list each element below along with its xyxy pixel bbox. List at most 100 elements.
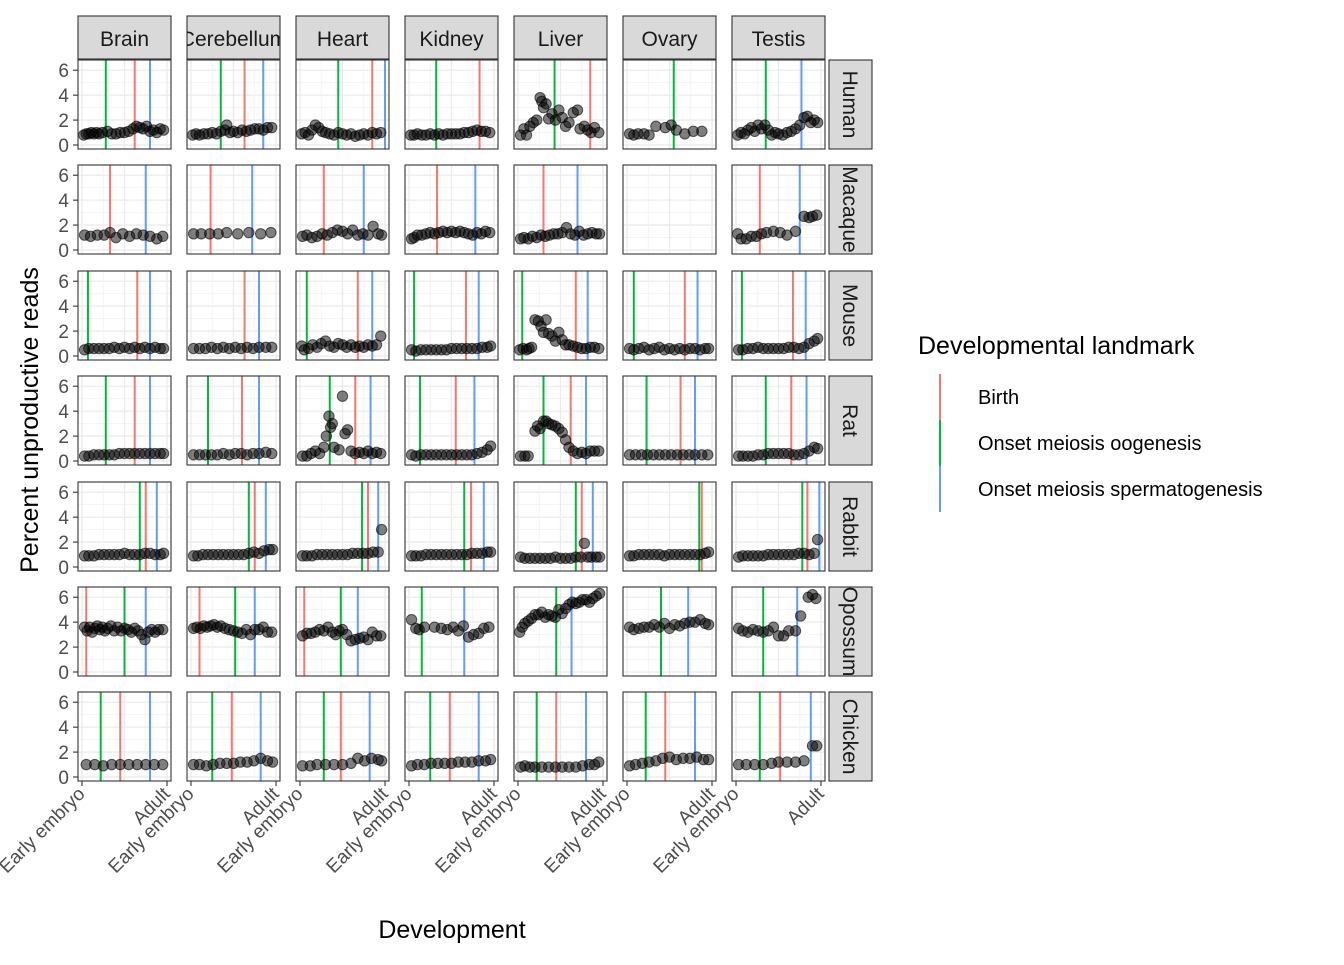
points-group bbox=[405, 613, 495, 643]
legend-entry-birth: Birth bbox=[939, 374, 1019, 420]
strip-top-ovary: Ovary bbox=[622, 15, 717, 60]
x-tick-label: Adult bbox=[783, 783, 829, 829]
panel-chicken-ovary bbox=[622, 691, 717, 782]
data-point bbox=[375, 755, 388, 767]
strip-text-clip: Mouse bbox=[838, 284, 861, 347]
points-group bbox=[623, 119, 708, 141]
y-tick-label: 0 bbox=[58, 241, 69, 262]
points-group bbox=[78, 547, 170, 562]
y-tick-label: 6 bbox=[58, 166, 69, 187]
strip-right-rabbit: Rabbit bbox=[828, 481, 873, 572]
data-point bbox=[811, 442, 824, 455]
points-group bbox=[187, 543, 279, 562]
data-point bbox=[221, 226, 233, 239]
data-point bbox=[593, 551, 606, 563]
panel-border bbox=[404, 586, 499, 677]
y-tick-label: 6 bbox=[58, 483, 69, 504]
points-group bbox=[732, 441, 824, 462]
legend-entry-label: Onset meiosis oogenesis bbox=[978, 433, 1201, 455]
strip-label: Human bbox=[838, 71, 861, 139]
strip-background bbox=[186, 15, 281, 60]
data-point bbox=[375, 523, 388, 536]
points-group bbox=[296, 752, 388, 772]
data-point bbox=[484, 753, 497, 766]
points-group bbox=[514, 415, 605, 462]
panel-border bbox=[731, 59, 826, 150]
points-group bbox=[405, 225, 496, 245]
panel-mouse-testis bbox=[731, 270, 826, 361]
panel-border bbox=[404, 375, 499, 466]
panel-macaque-testis bbox=[731, 164, 826, 255]
data-point bbox=[341, 424, 354, 436]
strip-label: Rat bbox=[838, 404, 861, 437]
y-tick-label: 2 bbox=[58, 533, 69, 554]
panel-border bbox=[513, 375, 608, 466]
data-point bbox=[522, 450, 534, 462]
panel-border bbox=[513, 270, 608, 361]
panel-border bbox=[77, 691, 172, 782]
panel-border bbox=[622, 586, 717, 677]
panel-border bbox=[77, 586, 172, 677]
panel-rabbit-brain bbox=[77, 481, 172, 572]
panel-border bbox=[186, 375, 281, 466]
panel-chicken-brain bbox=[77, 691, 172, 782]
data-point bbox=[243, 226, 255, 239]
y-tick-label: 2 bbox=[58, 111, 69, 132]
points-group bbox=[187, 446, 278, 461]
points-group bbox=[78, 447, 170, 462]
strip-top-liver: Liver bbox=[513, 15, 608, 60]
panel-border bbox=[186, 691, 281, 782]
data-point bbox=[702, 618, 715, 631]
data-point bbox=[266, 626, 278, 638]
y-tick-label: 4 bbox=[58, 402, 69, 423]
points-group bbox=[187, 618, 278, 641]
data-point bbox=[808, 547, 820, 559]
y-tick-label: 2 bbox=[58, 743, 69, 764]
strip-background bbox=[295, 15, 390, 60]
points-group bbox=[623, 613, 715, 636]
panel-rabbit-testis bbox=[731, 481, 826, 572]
data-point bbox=[318, 441, 330, 453]
y-tick-label: 0 bbox=[58, 347, 69, 368]
panel-border bbox=[622, 270, 717, 361]
data-point bbox=[563, 116, 575, 129]
y-tick-label: 4 bbox=[58, 297, 69, 318]
strip-label: Heart bbox=[317, 28, 369, 51]
panel-border bbox=[731, 586, 826, 677]
panel-opossum-testis bbox=[731, 586, 826, 677]
points-group bbox=[296, 220, 388, 244]
points-group bbox=[405, 340, 497, 357]
data-point bbox=[484, 440, 497, 452]
data-point bbox=[326, 417, 338, 430]
y-tick-label: 2 bbox=[58, 427, 69, 448]
panel-border bbox=[186, 586, 281, 677]
panel-border bbox=[77, 270, 172, 361]
strip-background bbox=[828, 270, 873, 361]
data-point bbox=[811, 533, 824, 546]
panel-rabbit-liver bbox=[513, 481, 608, 572]
panel-border bbox=[295, 59, 390, 150]
panel-rat-kidney bbox=[404, 375, 499, 466]
data-point bbox=[484, 340, 497, 352]
y-tick-label: 4 bbox=[58, 613, 69, 634]
data-point bbox=[157, 230, 169, 242]
panel-human-heart bbox=[295, 59, 390, 150]
data-point bbox=[266, 756, 279, 768]
data-point bbox=[531, 114, 543, 126]
panel-rat-brain bbox=[77, 375, 172, 466]
y-axis-title: Percent unproductive reads bbox=[16, 267, 44, 573]
panel-border bbox=[295, 375, 390, 466]
panel-border bbox=[513, 59, 608, 150]
panel-border bbox=[622, 375, 717, 466]
panel-human-brain bbox=[77, 59, 172, 150]
panel-opossum-liver bbox=[513, 586, 608, 677]
panel-mouse-cerebellum bbox=[186, 270, 281, 361]
data-point bbox=[157, 547, 170, 559]
panel-border bbox=[622, 481, 717, 572]
strip-text-clip: Rat bbox=[838, 404, 861, 437]
points-group bbox=[187, 226, 277, 240]
strip-background bbox=[828, 164, 873, 255]
data-point bbox=[811, 332, 824, 345]
x-axis-title: Development bbox=[378, 916, 525, 944]
panel-rat-cerebellum bbox=[186, 375, 281, 466]
